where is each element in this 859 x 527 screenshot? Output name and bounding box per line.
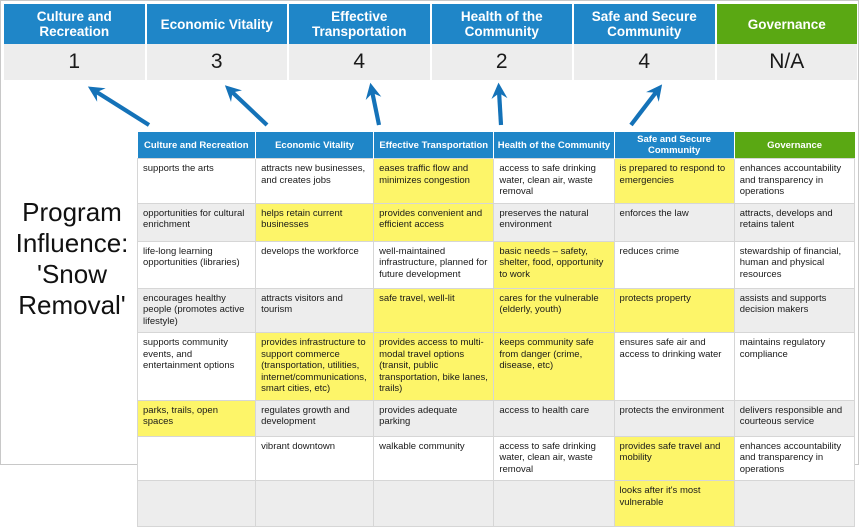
matrix-cell: parks, trails, open spaces — [136, 399, 257, 437]
matrix-cell: basic needs – safety, shelter, food, opp… — [493, 240, 615, 289]
matrix-cell: keeps community safe from danger (crime,… — [493, 332, 615, 401]
matrix-cell: looks after it's most vulnerable — [613, 480, 735, 527]
caption-line-2: Influence: — [15, 228, 129, 258]
matrix-cell — [733, 480, 856, 527]
caption-line-1: Program — [22, 197, 122, 227]
matrix-cell: attracts, develops and retains talent — [733, 202, 856, 242]
scorecard-value-effective-transportation: 4 — [289, 44, 432, 80]
table-row: encourages healthy people (promotes acti… — [136, 287, 856, 333]
matrix-cell: access to safe drinking water, clean air… — [493, 435, 615, 481]
matrix-header-row: Culture and Recreation Economic Vitality… — [137, 132, 855, 159]
scorecard-header-safe-and-secure-community: Safe and Secure Community — [574, 4, 717, 44]
matrix-header-effective-transportation: Effective Transportation — [373, 132, 495, 159]
caption-line-4: Removal' — [18, 290, 126, 320]
scorecard-value-row: 1 3 4 2 4 N/A — [4, 44, 857, 80]
matrix-cell: supports community events, and entertain… — [136, 332, 257, 401]
matrix-cell: provides infrastructure to support comme… — [255, 332, 375, 401]
arrow-2 — [224, 85, 269, 127]
scorecard-header-row: Culture and Recreation Economic Vitality… — [4, 4, 857, 44]
matrix-cell: stewardship of financial, human and phys… — [733, 240, 856, 289]
matrix-cell: attracts new businesses, and creates job… — [255, 158, 375, 204]
table-row: vibrant downtown walkable community acce… — [136, 435, 856, 481]
matrix-cell: protects property — [613, 287, 735, 333]
matrix-cell: protects the environment — [613, 399, 735, 437]
scorecard-value-economic-vitality: 3 — [146, 44, 289, 80]
scorecard-header-effective-transportation: Effective Transportation — [289, 4, 432, 44]
table-row: supports community events, and entertain… — [136, 332, 856, 401]
arrow-4 — [491, 82, 508, 126]
matrix-cell: develops the workforce — [255, 240, 375, 289]
matrix-cell: cares for the vulnerable (elderly, youth… — [493, 287, 615, 333]
matrix-cell: helps retain current businesses — [255, 202, 375, 242]
matrix-cell — [255, 480, 375, 527]
program-influence-caption: Program Influence: 'Snow Removal' — [7, 197, 137, 321]
scorecard-strip: Culture and Recreation Economic Vitality… — [4, 4, 857, 80]
matrix-header-governance: Governance — [734, 132, 855, 159]
matrix-cell — [136, 480, 257, 527]
matrix-cell: eases traffic flow and minimizes congest… — [373, 158, 495, 204]
scorecard-value-health-of-the-community: 2 — [431, 44, 574, 80]
matrix-cell: enhances accountability and transparency… — [733, 435, 856, 481]
arrow-5 — [629, 84, 663, 127]
matrix-header-economic-vitality: Economic Vitality — [255, 132, 375, 159]
matrix-cell: access to health care — [493, 399, 615, 437]
matrix-cell: assists and supports decision makers — [733, 287, 856, 333]
scorecard-header-culture-and-recreation: Culture and Recreation — [4, 4, 147, 44]
arrow-3 — [365, 82, 382, 126]
matrix-header-culture-and-recreation: Culture and Recreation — [137, 132, 257, 159]
matrix-cell: reduces crime — [613, 240, 735, 289]
matrix-cell — [136, 435, 257, 481]
table-row: supports the arts attracts new businesse… — [136, 158, 856, 204]
matrix-cell: encourages healthy people (promotes acti… — [136, 287, 257, 333]
matrix-header-health-of-the-community: Health of the Community — [493, 132, 615, 159]
caption-line-3: 'Snow — [36, 259, 107, 289]
table-row: life-long learning opportunities (librar… — [136, 240, 856, 289]
matrix-cell: provides safe travel and mobility — [613, 435, 735, 481]
matrix-cell: provides access to multi-modal travel op… — [373, 332, 495, 401]
scorecard-value-safe-and-secure-community: 4 — [574, 44, 717, 80]
scorecard-header-governance: Governance — [716, 4, 857, 44]
matrix-cell: supports the arts — [136, 158, 257, 204]
matrix-cell — [493, 480, 615, 527]
matrix-cell: ensures safe air and access to drinking … — [613, 332, 735, 401]
matrix-cell: is prepared to respond to emergencies — [613, 158, 735, 204]
table-row: parks, trails, open spaces regulates gro… — [136, 399, 856, 437]
matrix-cell — [373, 480, 495, 527]
matrix-cell: provides adequate parking — [373, 399, 495, 437]
table-row: opportunities for cultural enrichment he… — [136, 202, 856, 242]
scorecard-header-health-of-the-community: Health of the Community — [431, 4, 574, 44]
matrix-cell: access to safe drinking water, clean air… — [493, 158, 615, 204]
arrow-1 — [87, 86, 151, 127]
matrix-body: supports the arts attracts new businesse… — [136, 158, 856, 527]
matrix-cell: walkable community — [373, 435, 495, 481]
scorecard-value-governance: N/A — [716, 44, 857, 80]
scorecard-header-economic-vitality: Economic Vitality — [146, 4, 289, 44]
matrix-cell: delivers responsible and courteous servi… — [733, 399, 856, 437]
matrix-cell: enhances accountability and transparency… — [733, 158, 856, 204]
matrix-cell: maintains regulatory compliance — [733, 332, 856, 401]
matrix-header-safe-and-secure-community: Safe and Secure Community — [614, 132, 735, 159]
matrix-cell: safe travel, well-lit — [373, 287, 495, 333]
scorecard-value-culture-and-recreation: 1 — [4, 44, 147, 80]
influence-matrix-table: Culture and Recreation Economic Vitality… — [136, 132, 856, 527]
matrix-cell: attracts visitors and tourism — [255, 287, 375, 333]
matrix-cell: enforces the law — [613, 202, 735, 242]
table-row: looks after it's most vulnerable — [136, 480, 856, 527]
matrix-cell: life-long learning opportunities (librar… — [136, 240, 257, 289]
matrix-cell: provides convenient and efficient access — [373, 202, 495, 242]
matrix-cell: opportunities for cultural enrichment — [136, 202, 257, 242]
matrix-cell: vibrant downtown — [255, 435, 375, 481]
matrix-cell: regulates growth and development — [255, 399, 375, 437]
matrix-cell: preserves the natural environment — [493, 202, 615, 242]
matrix-cell: well-maintained infrastructure, planned … — [373, 240, 495, 289]
